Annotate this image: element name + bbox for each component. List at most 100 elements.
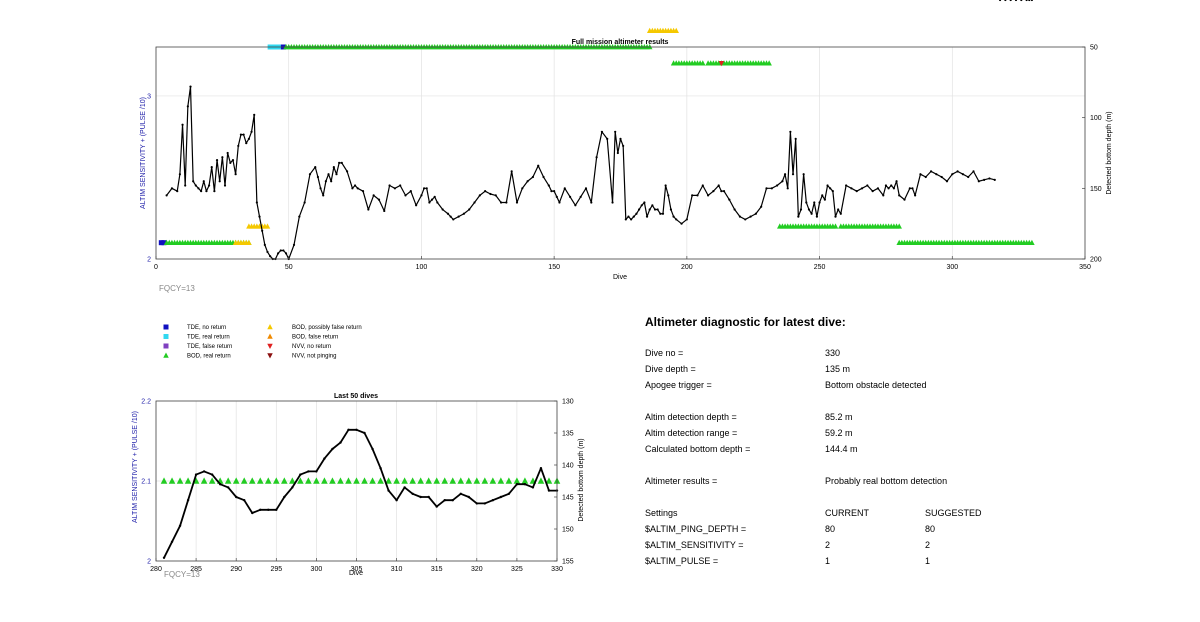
depth-point bbox=[433, 195, 436, 198]
depth-point bbox=[515, 483, 519, 486]
depth-point bbox=[484, 190, 487, 193]
depth-point bbox=[622, 144, 625, 148]
depth-point bbox=[235, 495, 238, 499]
depth-point bbox=[335, 173, 338, 176]
altimeter-marker bbox=[345, 477, 352, 484]
depth-point bbox=[845, 184, 848, 187]
x-tick-label: 100 bbox=[416, 264, 428, 271]
depth-point bbox=[250, 130, 253, 133]
depth-point bbox=[189, 85, 192, 88]
altimeter-marker bbox=[401, 477, 408, 484]
depth-point bbox=[197, 187, 200, 190]
depth-point bbox=[691, 194, 694, 197]
setting-current: 1 bbox=[825, 556, 831, 566]
altimeter-marker bbox=[246, 239, 252, 245]
depth-point bbox=[372, 194, 375, 197]
depth-point bbox=[229, 161, 232, 164]
depth-point bbox=[837, 208, 840, 211]
depth-point bbox=[749, 215, 752, 218]
depth-point bbox=[446, 212, 450, 215]
depth-point bbox=[239, 133, 243, 136]
detection-depth-label: Altim detection depth = bbox=[645, 412, 737, 422]
legend: TDE, no return TDE, real return TDE, false… bbox=[163, 324, 362, 360]
depth-point bbox=[409, 190, 412, 193]
depth-point bbox=[367, 208, 370, 211]
depth-point bbox=[251, 511, 254, 515]
depth-point bbox=[316, 175, 320, 179]
depth-point bbox=[184, 184, 187, 187]
depth-point bbox=[579, 195, 582, 198]
legend-marker bbox=[267, 324, 273, 330]
depth-point bbox=[1028, 0, 1031, 2]
x-tick-label: 305 bbox=[351, 566, 363, 573]
depth-point bbox=[388, 184, 391, 187]
depth-point bbox=[468, 208, 471, 211]
depth-point bbox=[324, 180, 327, 183]
depth-point bbox=[255, 201, 258, 204]
altimeter-marker bbox=[184, 477, 192, 484]
depth-point bbox=[614, 130, 617, 133]
depth-point bbox=[371, 447, 374, 451]
altimeter-marker bbox=[545, 477, 553, 484]
depth-point bbox=[685, 218, 688, 221]
legend-marker bbox=[163, 352, 169, 358]
altimeter-marker bbox=[513, 477, 521, 484]
legend-label: TDE, false return bbox=[187, 344, 232, 350]
bottom-marker-rows bbox=[160, 477, 561, 484]
depth-point bbox=[165, 194, 168, 197]
altimeter-marker bbox=[160, 477, 168, 484]
depth-point bbox=[242, 133, 245, 136]
y-left-tick-label: 3 bbox=[147, 93, 151, 100]
depth-point bbox=[181, 123, 184, 126]
depth-point bbox=[619, 137, 622, 140]
depth-point bbox=[967, 175, 970, 179]
depth-point bbox=[1004, 0, 1007, 2]
depth-point bbox=[831, 190, 834, 193]
depth-point bbox=[207, 184, 211, 187]
altimeter-marker bbox=[289, 477, 296, 484]
altimeter-marker bbox=[832, 223, 839, 229]
depth-point bbox=[363, 431, 366, 435]
legend-marker bbox=[267, 353, 273, 359]
altimeter-marker bbox=[168, 477, 176, 484]
depth-point bbox=[595, 156, 598, 159]
x-tick-label: 150 bbox=[548, 264, 560, 271]
depth-point bbox=[553, 190, 556, 193]
depth-point bbox=[346, 170, 349, 173]
depth-point bbox=[744, 218, 747, 221]
depth-point bbox=[871, 190, 874, 193]
depth-point bbox=[284, 252, 288, 255]
depth-point bbox=[383, 209, 386, 213]
depth-point bbox=[499, 201, 503, 204]
depth-point bbox=[351, 187, 354, 190]
depth-point bbox=[483, 502, 487, 505]
depth-point bbox=[791, 173, 795, 176]
depth-point bbox=[399, 184, 402, 187]
altimeter-marker bbox=[248, 477, 256, 484]
depth-point bbox=[675, 218, 678, 221]
top-y-left-label: ALTIM SENSITIVITY + (PULSE /10) bbox=[140, 97, 147, 209]
depth-point bbox=[415, 204, 418, 207]
depth-point bbox=[361, 190, 365, 193]
depth-point bbox=[283, 495, 286, 499]
depth-point bbox=[194, 473, 198, 476]
depth-point bbox=[443, 499, 446, 502]
depth-point bbox=[717, 184, 720, 187]
altimeter-marker bbox=[369, 477, 376, 484]
suggested-header: SUGGESTED bbox=[925, 508, 982, 518]
depth-point bbox=[353, 184, 357, 187]
depth-point bbox=[648, 208, 651, 211]
depth-point bbox=[972, 170, 975, 173]
depth-point bbox=[547, 184, 550, 187]
depth-point bbox=[223, 184, 227, 187]
altimeter-marker bbox=[361, 477, 368, 484]
depth-point bbox=[765, 187, 768, 190]
settings-header: Settings bbox=[645, 508, 678, 518]
depth-point bbox=[441, 208, 444, 211]
depth-point bbox=[818, 201, 821, 204]
x-tick-label: 280 bbox=[150, 566, 162, 573]
depth-point bbox=[1009, 0, 1012, 2]
depth-point bbox=[783, 173, 787, 176]
depth-point bbox=[237, 144, 240, 148]
bottom-fqcy-label: FQCY=13 bbox=[164, 570, 200, 579]
